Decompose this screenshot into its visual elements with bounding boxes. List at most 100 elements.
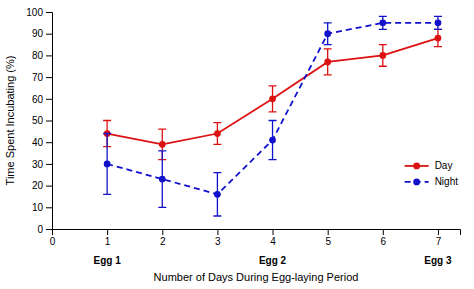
y-tick: 100	[26, 7, 52, 18]
y-tick-mark	[46, 164, 52, 165]
x-axis-line	[53, 230, 461, 236]
x-tick-label: 7	[436, 236, 442, 247]
series	[103, 16, 442, 216]
legend-item: Night	[405, 176, 459, 187]
y-tick-label: 30	[32, 159, 44, 170]
x-tick: 0	[50, 229, 56, 247]
error-bar	[379, 45, 387, 67]
error-bar	[324, 49, 332, 75]
y-tick-mark	[46, 12, 52, 13]
marks	[103, 16, 442, 216]
point	[214, 130, 221, 137]
x-tick-mark	[273, 229, 274, 235]
legend: Day Night	[405, 160, 459, 187]
x-tick: 5	[325, 229, 331, 247]
point	[324, 59, 331, 66]
y-tick-label: 10	[32, 202, 44, 213]
legend-label: Night	[435, 176, 459, 187]
error-bar	[103, 134, 111, 195]
point	[214, 191, 221, 198]
x-tick-label: 1	[105, 236, 111, 247]
x-tick: 6	[381, 229, 387, 247]
error-bar	[213, 123, 221, 145]
legend-label: Day	[435, 160, 453, 171]
x-tick-mark	[107, 229, 108, 235]
x-tick-mark	[438, 229, 439, 235]
y-tick-label: 0	[37, 224, 43, 235]
x-tick-mark	[383, 229, 384, 235]
x-tick-mark	[328, 229, 329, 235]
y-tick: 60	[32, 94, 52, 105]
x-tick-label: 2	[160, 236, 166, 247]
x-tick-label: 5	[325, 236, 331, 247]
x-tick: 2	[160, 229, 166, 247]
point	[435, 19, 442, 26]
x-tick: 4	[270, 229, 276, 247]
y-tick: 0	[37, 224, 52, 235]
y-tick-mark	[46, 207, 52, 208]
y-tick: 90	[32, 28, 52, 39]
y-tick: 20	[32, 180, 52, 191]
y-tick-mark	[46, 121, 52, 122]
x-tick-mark	[217, 229, 218, 235]
y-tick-label: 50	[32, 115, 44, 126]
y-tick-label: 90	[32, 28, 44, 39]
y-tick-mark	[46, 229, 52, 230]
x-tick: 7	[436, 229, 442, 247]
y-axis-title: Time Spent Incubating (%)	[4, 56, 16, 186]
point	[324, 30, 331, 37]
y-tick: 80	[32, 50, 52, 61]
y-tick-mark	[46, 55, 52, 56]
error-bar	[269, 121, 277, 160]
annotation: Egg 2	[259, 255, 287, 266]
plot-area: 012345670102030405060708090100Time Spent…	[4, 7, 461, 283]
x-tick: 1	[105, 229, 111, 247]
y-tick-label: 70	[32, 72, 44, 83]
error-bar	[269, 86, 277, 112]
error-bar	[158, 151, 166, 207]
x-tick-label: 4	[270, 236, 276, 247]
point	[159, 141, 166, 148]
legend-marker	[413, 179, 420, 186]
y-axis-line	[46, 13, 53, 230]
point	[435, 35, 442, 42]
x-axis: 0 1 2 3 4 5 6 7	[50, 229, 461, 247]
x-tick-mark	[162, 229, 163, 235]
y-tick-mark	[46, 77, 52, 78]
legend-marker	[413, 163, 420, 170]
legend-item: Day	[405, 160, 453, 171]
y-tick: 70	[32, 72, 52, 83]
x-tick-label: 6	[381, 236, 387, 247]
point	[379, 52, 386, 59]
y-tick-label: 20	[32, 180, 44, 191]
point	[379, 19, 386, 26]
y-tick-mark	[46, 186, 52, 187]
x-tick: 3	[215, 229, 221, 247]
y-tick-mark	[46, 34, 52, 35]
x-tick-label: 3	[215, 236, 221, 247]
point	[269, 95, 276, 102]
line	[107, 23, 438, 194]
point	[159, 176, 166, 183]
annotation: Egg 1	[94, 255, 122, 266]
series	[103, 29, 442, 159]
error-bar	[434, 16, 442, 29]
point	[269, 137, 276, 144]
error-bar	[434, 29, 442, 46]
y-tick: 10	[32, 202, 52, 213]
chart: 012345670102030405060708090100Time Spent…	[0, 0, 474, 289]
point	[104, 161, 111, 168]
error-bar	[213, 173, 221, 216]
y-tick-mark	[46, 99, 52, 100]
y-tick: 50	[32, 115, 52, 126]
y-tick-label: 80	[32, 50, 44, 61]
y-axis: 0 10 20 30 40 50 60 70 80 90 100	[26, 7, 52, 235]
y-tick-mark	[46, 142, 52, 143]
y-tick: 30	[32, 159, 52, 170]
annotation: Egg 3	[424, 255, 452, 266]
y-tick-label: 100	[26, 7, 43, 18]
x-tick-label: 0	[50, 236, 56, 247]
y-tick-label: 40	[32, 137, 44, 148]
error-bar	[379, 16, 387, 29]
y-tick: 40	[32, 137, 52, 148]
